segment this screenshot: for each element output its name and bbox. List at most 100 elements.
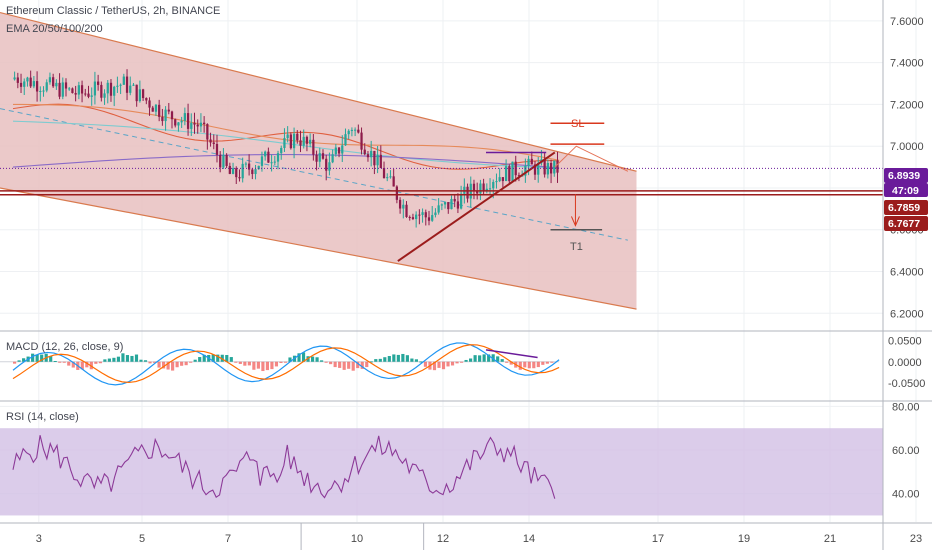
descending-channel <box>0 12 637 310</box>
macd-histogram-bar <box>523 361 527 368</box>
rsi-band <box>0 428 883 516</box>
candle-body <box>135 84 138 102</box>
macd-histogram-bar <box>545 361 549 364</box>
candle-body <box>524 165 527 176</box>
candle-body <box>244 163 248 165</box>
x-tick-label: 12 <box>437 533 449 545</box>
candle-body <box>141 89 145 99</box>
macd-histogram-bar <box>550 361 554 363</box>
candle-body <box>286 134 289 139</box>
candle-body <box>16 77 19 83</box>
ema-line <box>12 154 560 169</box>
candle-body <box>264 151 267 157</box>
rsi-tick-label: 80.00 <box>892 401 920 413</box>
candle-body <box>238 177 241 179</box>
candle-body <box>254 169 257 175</box>
macd-histogram-bar <box>125 355 130 362</box>
macd-histogram-bar <box>243 361 247 366</box>
candle-body <box>206 124 209 140</box>
macd-tick-label: 0.0500 <box>888 336 922 348</box>
macd-histogram-bar <box>310 356 315 362</box>
candle-body <box>29 77 32 87</box>
macd-histogram-bar <box>500 359 504 362</box>
candle-body <box>154 104 158 112</box>
candle-body <box>392 176 395 187</box>
candle-body <box>125 76 129 93</box>
x-tick-label: 19 <box>738 533 750 545</box>
macd-histogram-bar <box>392 354 396 362</box>
macd-histogram-bar <box>193 359 197 362</box>
macd-histogram-bar <box>320 360 324 362</box>
candle-body <box>77 85 80 95</box>
macd-histogram-bar <box>171 361 175 371</box>
candle-body <box>292 133 296 149</box>
candle-body <box>193 122 196 125</box>
x-tick-label: 14 <box>523 533 535 545</box>
candle-body <box>427 217 431 221</box>
macd-histogram-bar <box>396 354 400 362</box>
candle-body <box>431 215 434 221</box>
macd-histogram-bar <box>274 361 279 367</box>
macd-histogram-bar <box>121 353 125 362</box>
macd-line <box>12 342 560 386</box>
candle-body <box>370 150 373 158</box>
candle-body <box>530 158 533 165</box>
macd-histogram-bar <box>238 361 242 364</box>
candle-body <box>145 98 148 101</box>
channel-mid-dashed <box>0 108 629 241</box>
macd-histogram-bar <box>450 361 455 366</box>
macd-histogram-bar <box>189 361 193 363</box>
macd-histogram-bar <box>414 359 418 362</box>
candle-body <box>174 119 177 126</box>
macd-histogram-bar <box>198 357 202 362</box>
macd-histogram-bar <box>509 361 513 365</box>
candle-body <box>219 154 222 168</box>
countdown-badge <box>884 183 928 197</box>
candle-body <box>408 216 411 218</box>
macd-histogram-bar <box>139 359 143 362</box>
candle-body <box>209 139 212 143</box>
channel-lower-line <box>0 187 637 310</box>
macd-histogram-bar <box>301 352 306 362</box>
candle-body <box>170 111 174 120</box>
ascending-trendline <box>397 151 556 262</box>
macd-histogram-bar <box>211 354 215 362</box>
macd-histogram-bar <box>297 353 301 362</box>
macd-histogram-bar <box>505 361 509 363</box>
price-tick-label: 6.2000 <box>890 308 924 320</box>
macd-histogram-bar <box>71 361 75 368</box>
candle-body <box>289 134 292 149</box>
candle-body <box>299 140 302 146</box>
macd-histogram-bar <box>112 357 116 362</box>
candle-body <box>228 165 231 174</box>
macd-histogram-bar <box>49 355 53 362</box>
candle-body <box>418 214 421 216</box>
candle-body <box>443 202 447 205</box>
candle-body <box>273 161 276 163</box>
macd-histogram-bar <box>98 361 102 364</box>
candle-body <box>337 147 341 154</box>
x-tick-label: 7 <box>225 533 231 545</box>
candle-body <box>437 205 440 213</box>
candle-body <box>382 167 386 179</box>
candle-body <box>203 122 206 125</box>
candle-body <box>341 145 344 154</box>
macd-histogram-bar <box>166 361 170 370</box>
rsi-tick-label: 40.00 <box>892 489 920 501</box>
macd-histogram-bar <box>333 361 337 368</box>
macd-histogram-bar <box>455 361 459 364</box>
candle-body <box>74 93 77 95</box>
candle-body <box>344 134 347 146</box>
candle-body <box>167 109 170 112</box>
macd-histogram-bar <box>148 361 152 364</box>
candle-body <box>302 136 305 146</box>
macd-histogram-bar <box>432 361 437 371</box>
candle-body <box>113 86 116 96</box>
candle-body <box>325 158 328 171</box>
t1-arrow-head <box>570 216 580 227</box>
candle-body <box>151 107 154 112</box>
macd-histogram-bar <box>356 361 360 369</box>
candle-body <box>488 188 492 190</box>
candle-body <box>247 163 251 170</box>
macd-histogram-bar <box>536 361 540 368</box>
